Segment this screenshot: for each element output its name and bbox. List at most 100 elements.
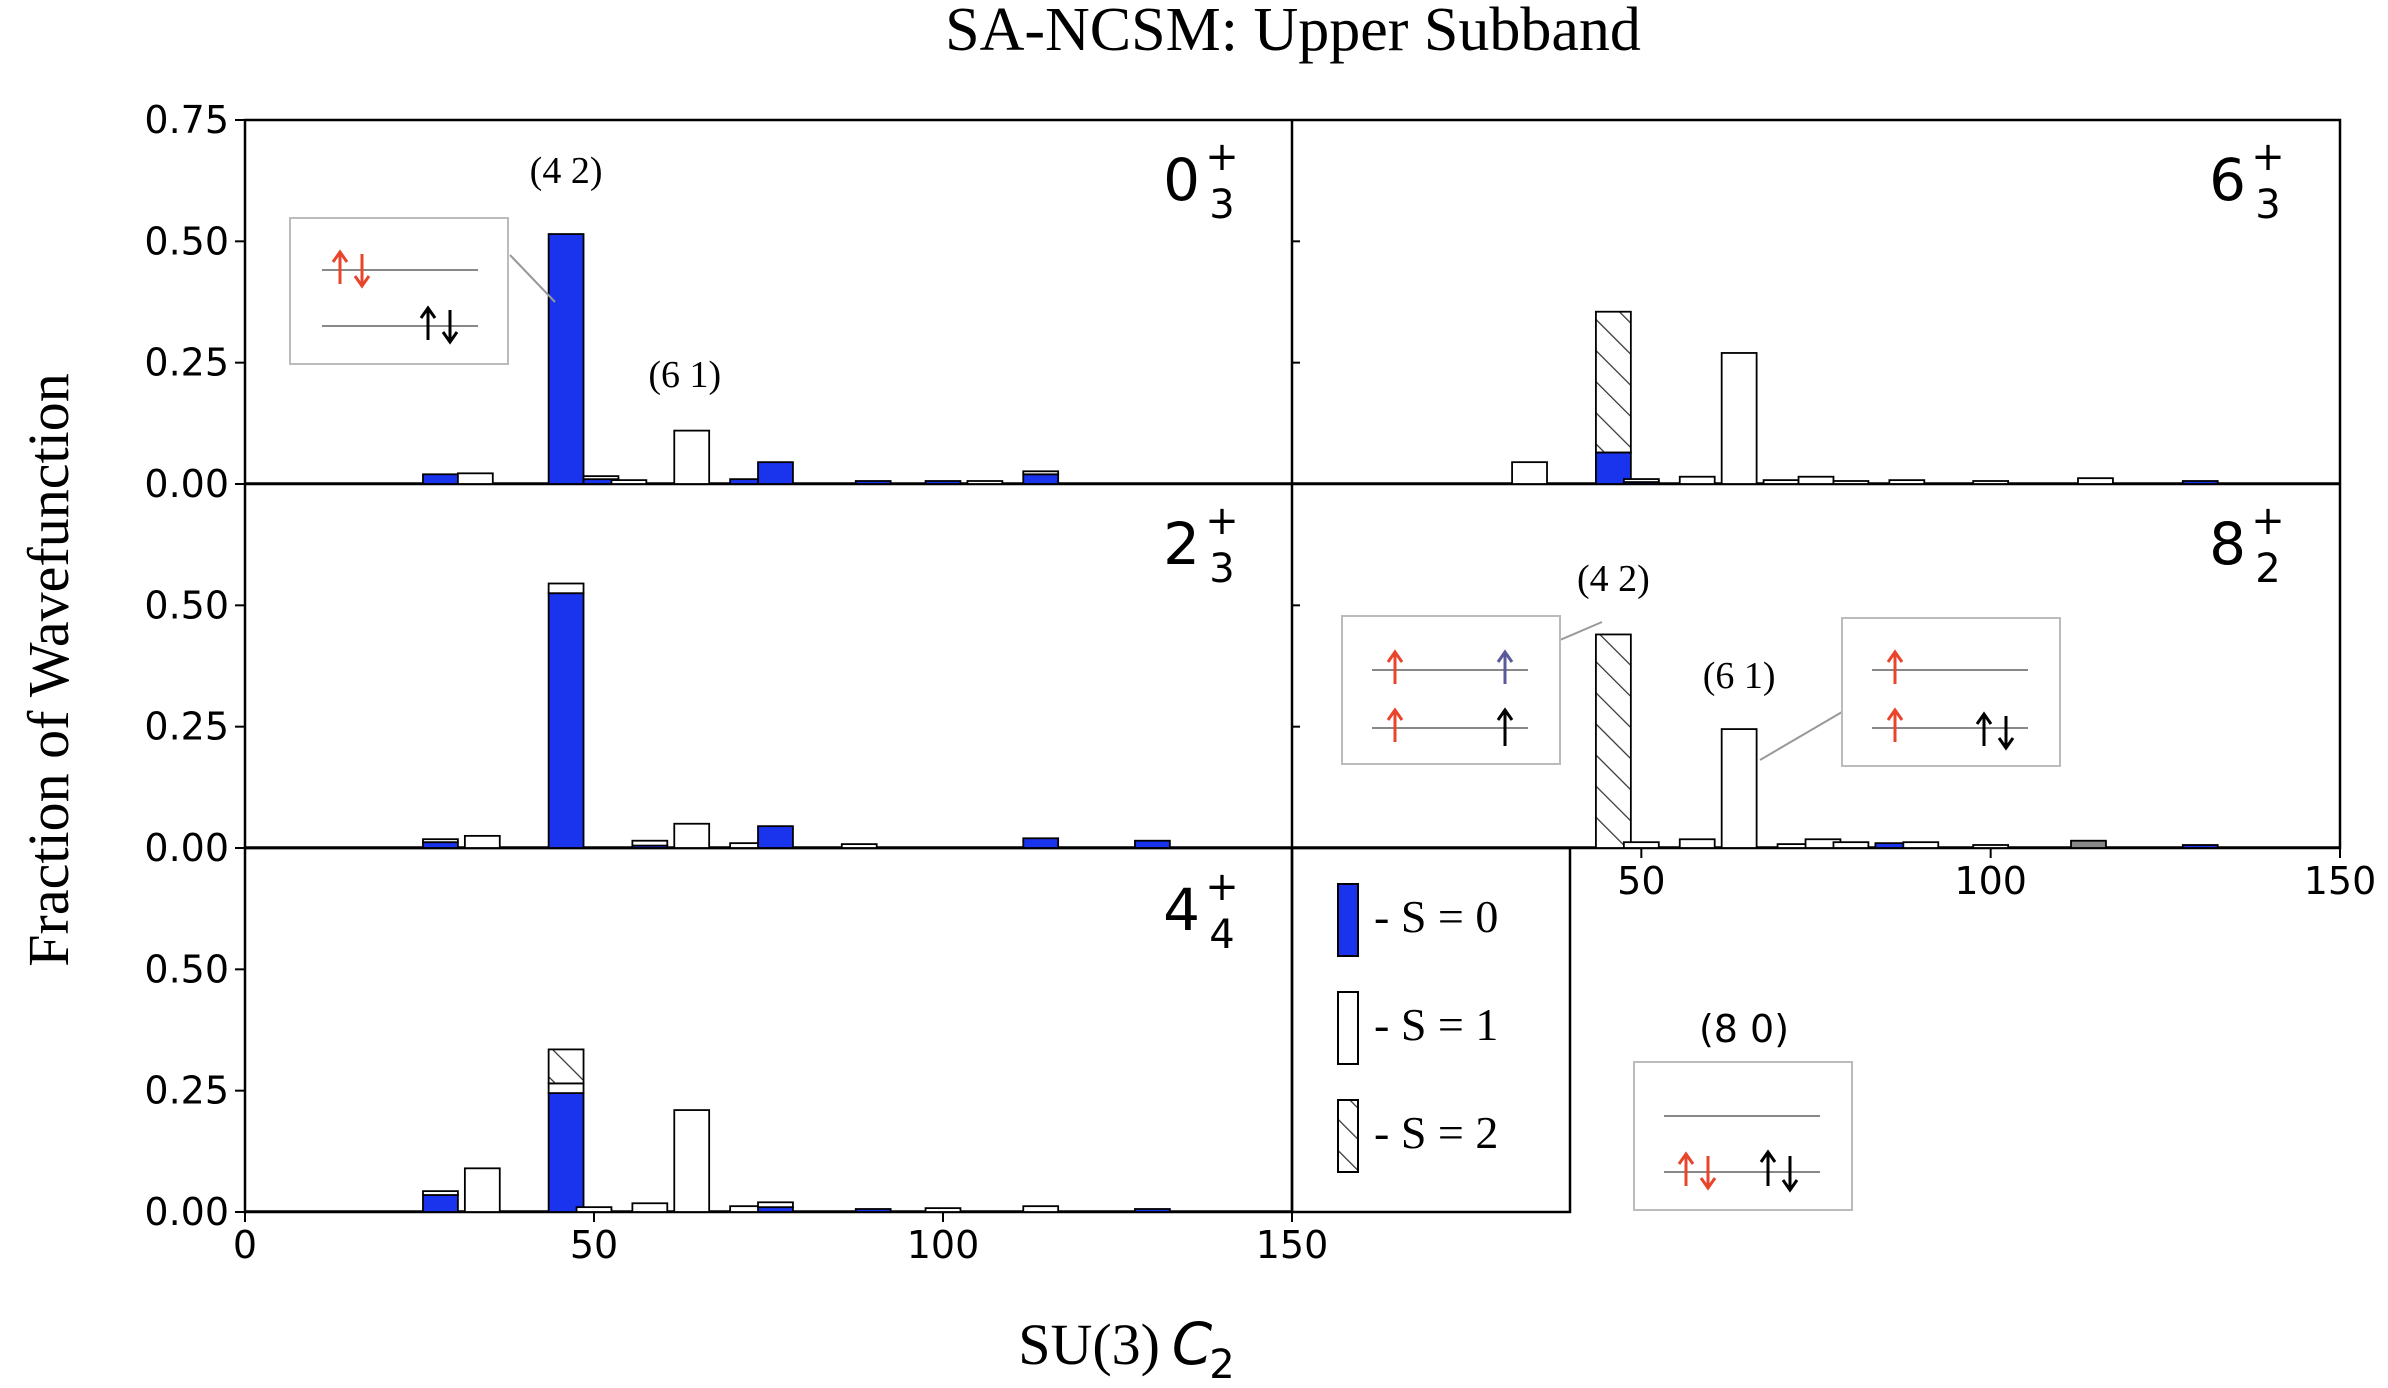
panel-sub-p4: 4	[1209, 912, 1234, 958]
bar-p2-6-s0	[757, 825, 794, 849]
ticks-layer: 0.75 0.50 0.25 0.00 0.50 0.25 0.00 50 100 150 0.50…	[144, 98, 2376, 1267]
bar-p3-9-s1	[1972, 844, 2010, 849]
inset-00-spin-down-black	[441, 310, 459, 345]
bar-p2-4	[673, 822, 711, 849]
bar-p0-9	[924, 480, 962, 485]
inset-00-spin-up-red	[331, 249, 349, 284]
annotation-p3-1: (6 1)	[1703, 655, 1776, 697]
inset-61-leader	[1759, 711, 1843, 761]
bar-p2-1-s1	[463, 834, 501, 849]
ytick-label-p2-0: 0.50	[144, 583, 229, 627]
bar-p1-4	[1720, 352, 1758, 485]
legend: - S = 0 - S = 1 - S = 2	[1290, 846, 1572, 1214]
bar-p0-11-s0	[1022, 473, 1060, 485]
panel-label-p3: 8 2 +	[2209, 498, 2285, 592]
bar-p1-6	[1797, 475, 1835, 485]
bar-p4-10-s1	[1022, 1205, 1060, 1213]
panel-label-p1: 6 3 +	[2209, 134, 2285, 228]
panel-sup-p0: +	[1205, 134, 1239, 180]
bar-p1-7-s1	[1832, 480, 1870, 485]
bar-p2-9-s0	[1134, 839, 1171, 849]
inset-00-leader	[509, 254, 556, 303]
bar-p3-11-s0	[2181, 844, 2219, 849]
bar-p3-0	[1595, 633, 1632, 849]
bar-p1-8-s1	[1888, 479, 1926, 485]
chart-title: SA-NCSM: Upper Subband	[945, 0, 1641, 64]
annotation-p0-1: (6 1)	[648, 354, 721, 396]
inset-42-leader	[1559, 621, 1603, 641]
bar-p2-7-s1	[840, 843, 878, 849]
ytick-label-p0-1: 0.50	[144, 219, 229, 263]
annotation-p3-0: (4 2)	[1577, 558, 1650, 600]
legend-label-s1: - S = 1	[1374, 999, 1498, 1050]
inset-42	[1341, 615, 1603, 765]
panel-sub-p0: 3	[1209, 182, 1234, 228]
bar-p2-3-s1	[631, 839, 669, 847]
bar-p4-7	[757, 1201, 794, 1213]
lower-frame	[243, 846, 1294, 1214]
panel-state-p4: 4	[1163, 876, 1200, 944]
y-axis-label: Fraction of Wavefunction	[16, 373, 81, 966]
bar-p4-8-s0	[854, 1208, 892, 1213]
bar-p4-4-s1	[631, 1202, 669, 1213]
bar-p1-8	[1888, 479, 1926, 485]
bar-p2-9	[1134, 839, 1171, 849]
annotation-p0-0: (4 2)	[530, 150, 603, 192]
inset-00-box	[289, 217, 509, 365]
bar-p0-1	[456, 472, 494, 485]
bar-p1-1	[1595, 310, 1632, 485]
inset-42-box	[1341, 615, 1561, 765]
ytick-label-p0-2: 0.25	[144, 341, 229, 385]
bar-p3-11	[2181, 844, 2219, 849]
bar-p4-3	[575, 1206, 613, 1213]
bar-p1-7	[1832, 480, 1870, 485]
bar-p2-4-s1	[673, 822, 711, 849]
bar-p4-1	[463, 1167, 501, 1213]
panel-state-p1: 6	[2209, 146, 2246, 214]
bar-p2-0	[422, 838, 459, 849]
bar-p4-2	[547, 1048, 585, 1213]
inset-61-spin-up-black	[1975, 711, 1993, 746]
inset-80-label: (8 0)	[1699, 1007, 1789, 1051]
panel-state-p3: 8	[2209, 510, 2246, 578]
bar-p0-0	[422, 473, 459, 485]
panel-sup-p2: +	[1205, 498, 1239, 544]
inset-61-spin-up-red-2	[1886, 707, 1904, 742]
bar-p3-2	[1678, 838, 1716, 849]
x-axis-label: SU(3)	[1018, 1312, 1160, 1377]
bar-p0-4-s1	[610, 479, 648, 485]
bar-p4-2-s1	[547, 1082, 585, 1094]
bar-p4-2-s2	[547, 1048, 585, 1085]
legend-swatch-s0	[1337, 883, 1359, 957]
legend-label-s2: - S = 2	[1374, 1107, 1498, 1158]
bar-p1-2-s1	[1622, 478, 1660, 483]
inset-61-spin-down-black	[1997, 716, 2015, 751]
bar-p4-0-s1	[422, 1190, 459, 1196]
bar-p3-3-s1	[1720, 728, 1758, 849]
bar-p1-9-s1	[1972, 480, 2010, 485]
bar-p2-1	[463, 834, 501, 849]
bar-p0-8	[854, 480, 892, 485]
bar-p2-6	[757, 825, 794, 849]
inset-00-spin-up-black	[419, 305, 437, 340]
bar-p3-10	[2070, 839, 2107, 849]
xtick-label-p4-1: 50	[570, 1223, 618, 1267]
bar-p0-10-s1	[966, 480, 1004, 485]
inset-80-spin-up-black	[1759, 1149, 1777, 1186]
bar-p1-11	[2181, 480, 2219, 485]
inset-61-spin-up-red-1	[1886, 649, 1904, 684]
inset-80-box	[1633, 1061, 1853, 1211]
inset-61	[1759, 617, 2061, 767]
bar-p1-5	[1762, 479, 1800, 485]
bar-p4-7-s1	[757, 1201, 794, 1209]
legend-swatch-s1	[1337, 991, 1359, 1065]
xtick-label-p3-1: 50	[1617, 859, 1665, 903]
bar-p2-8	[1022, 837, 1060, 849]
bar-p0-2	[547, 233, 585, 485]
bar-p2-7	[840, 843, 878, 849]
bar-p4-4	[631, 1202, 669, 1213]
panel-sub-p1: 3	[2255, 182, 2280, 228]
inset-80: (8 0)	[1633, 1007, 1853, 1211]
bar-p1-6-s1	[1797, 475, 1835, 485]
